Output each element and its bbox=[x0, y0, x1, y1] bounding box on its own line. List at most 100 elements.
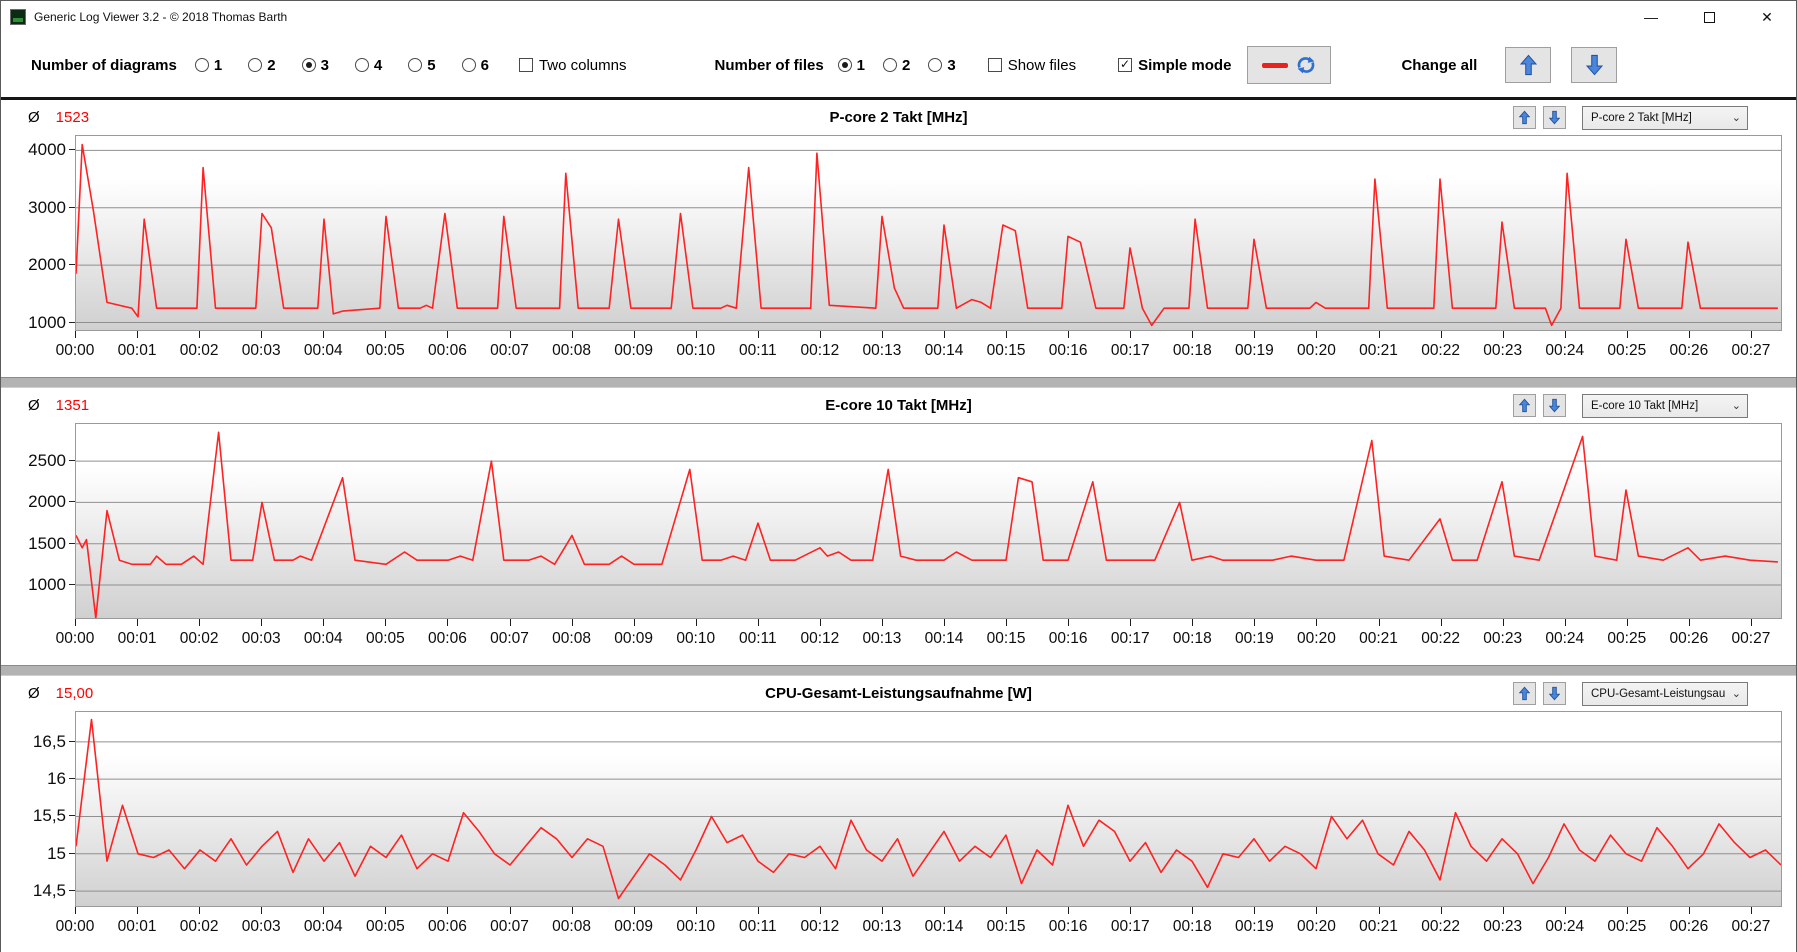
diagrams-option-4[interactable]: 4 bbox=[354, 57, 382, 74]
move-chart-up-button[interactable] bbox=[1513, 106, 1536, 129]
x-tick-label: 00:02 bbox=[179, 342, 219, 359]
maximize-button[interactable] bbox=[1680, 1, 1738, 33]
y-tick-label: 4000 bbox=[28, 140, 66, 160]
x-tick-label: 00:11 bbox=[738, 630, 777, 647]
checkbox-icon[interactable] bbox=[987, 58, 1002, 72]
line-style-refresh-button[interactable] bbox=[1247, 46, 1332, 84]
chart-panel-pcore: Ø 1523 P-core 2 Takt [MHz] P-core 2 Takt… bbox=[1, 100, 1796, 377]
diagrams-option-2[interactable]: 2 bbox=[248, 57, 276, 74]
move-chart-up-button[interactable] bbox=[1513, 682, 1536, 705]
maximize-icon bbox=[1703, 11, 1715, 23]
radio-icon[interactable] bbox=[354, 58, 369, 72]
x-tick-label: 00:18 bbox=[1172, 342, 1212, 359]
plot-area bbox=[75, 711, 1782, 907]
x-tick-mark bbox=[881, 331, 883, 338]
diagrams-option-6[interactable]: 6 bbox=[461, 57, 489, 74]
y-tick-mark bbox=[69, 852, 75, 854]
x-tick-mark bbox=[1688, 619, 1690, 626]
x-tick-mark bbox=[385, 619, 387, 626]
option-label: 1 bbox=[856, 56, 866, 74]
x-tick-label: 00:25 bbox=[1607, 630, 1647, 647]
change-all-down-button[interactable] bbox=[1571, 47, 1618, 83]
x-tick-mark bbox=[757, 619, 759, 626]
radio-icon[interactable] bbox=[248, 58, 263, 72]
chart-canvas bbox=[76, 718, 1781, 900]
y-tick-label: 16 bbox=[47, 769, 66, 789]
move-chart-up-button[interactable] bbox=[1513, 394, 1536, 417]
x-tick-mark bbox=[1440, 331, 1442, 338]
files-option-1[interactable]: 1 bbox=[837, 56, 866, 74]
y-tick-mark bbox=[69, 542, 75, 544]
simple-mode-label: Simple mode bbox=[1138, 56, 1232, 74]
x-tick-label: 00:00 bbox=[55, 918, 95, 935]
radio-icon[interactable] bbox=[301, 58, 316, 72]
x-tick-mark bbox=[1254, 331, 1256, 338]
signal-select-dropdown[interactable]: CPU-Gesamt-Leistungsau ⌄ bbox=[1582, 681, 1748, 706]
signal-select-dropdown[interactable]: P-core 2 Takt [MHz] ⌄ bbox=[1582, 105, 1748, 130]
x-tick-mark bbox=[757, 907, 759, 914]
average-symbol: Ø bbox=[28, 397, 40, 414]
x-tick-label: 00:08 bbox=[552, 630, 591, 647]
x-tick-label: 00:05 bbox=[365, 630, 405, 647]
x-tick-mark bbox=[323, 619, 325, 626]
x-tick-mark bbox=[75, 331, 76, 338]
radio-icon[interactable] bbox=[837, 58, 852, 72]
x-tick-label: 00:23 bbox=[1483, 342, 1523, 359]
x-tick-label: 00:07 bbox=[490, 630, 529, 647]
checkbox-icon[interactable] bbox=[518, 58, 533, 72]
x-tick-label: 00:15 bbox=[986, 918, 1026, 935]
chevron-down-icon: ⌄ bbox=[1731, 400, 1741, 412]
chart-panel-ecore: Ø 1351 E-core 10 Takt [MHz] E-core 10 Ta… bbox=[1, 388, 1796, 665]
y-axis: 1000 1500 2000 2500 bbox=[1, 423, 75, 619]
checkbox-icon[interactable] bbox=[1118, 58, 1133, 72]
x-tick-mark bbox=[199, 907, 201, 914]
radio-icon[interactable] bbox=[408, 58, 423, 72]
diagrams-option-1[interactable]: 1 bbox=[194, 57, 222, 74]
radio-icon[interactable] bbox=[928, 58, 943, 72]
show-files-checkbox[interactable]: Show files bbox=[987, 57, 1076, 74]
chart-title: E-core 10 Takt [MHz] bbox=[825, 397, 972, 414]
x-tick-mark bbox=[571, 619, 573, 626]
x-tick-mark bbox=[1006, 331, 1008, 338]
simple-mode-checkbox[interactable]: Simple mode bbox=[1118, 57, 1231, 74]
x-tick-mark bbox=[447, 331, 449, 338]
plot-area bbox=[75, 423, 1782, 619]
x-tick-mark bbox=[137, 907, 139, 914]
x-tick-label: 00:22 bbox=[1421, 918, 1460, 935]
x-tick-mark bbox=[1750, 907, 1752, 914]
x-tick-label: 00:19 bbox=[1234, 918, 1274, 935]
x-tick-label: 00:24 bbox=[1545, 918, 1585, 935]
y-tick-mark bbox=[69, 321, 75, 323]
x-tick-mark bbox=[385, 331, 387, 338]
x-tick-mark bbox=[695, 619, 697, 626]
average-value: 1351 bbox=[55, 397, 90, 414]
minimize-button[interactable]: — bbox=[1622, 1, 1680, 33]
signal-select-dropdown[interactable]: E-core 10 Takt [MHz] ⌄ bbox=[1582, 393, 1748, 418]
files-option-2[interactable]: 2 bbox=[883, 57, 910, 74]
close-button[interactable]: ✕ bbox=[1738, 1, 1796, 33]
diagrams-option-5[interactable]: 5 bbox=[408, 57, 436, 74]
x-tick-label: 00:10 bbox=[676, 630, 716, 647]
diagrams-option-3[interactable]: 3 bbox=[301, 57, 329, 74]
x-tick-mark bbox=[1254, 619, 1256, 626]
two-columns-checkbox[interactable]: Two columns bbox=[518, 57, 626, 74]
x-tick-label: 00:17 bbox=[1110, 630, 1150, 647]
x-tick-label: 00:18 bbox=[1172, 918, 1212, 935]
radio-icon[interactable] bbox=[194, 58, 209, 72]
radio-icon[interactable] bbox=[461, 58, 476, 72]
x-tick-mark bbox=[1688, 907, 1690, 914]
move-chart-down-button[interactable] bbox=[1543, 394, 1566, 417]
x-tick-mark bbox=[881, 619, 883, 626]
x-tick-label: 00:06 bbox=[428, 630, 467, 647]
series-line bbox=[76, 431, 1778, 618]
move-chart-down-button[interactable] bbox=[1543, 106, 1566, 129]
x-tick-label: 00:24 bbox=[1545, 630, 1585, 647]
arrow-up-icon bbox=[1519, 686, 1530, 701]
chart-title: CPU-Gesamt-Leistungsaufnahme [W] bbox=[765, 685, 1032, 702]
radio-icon[interactable] bbox=[883, 58, 898, 72]
refresh-icon bbox=[1298, 56, 1315, 74]
move-chart-down-button[interactable] bbox=[1543, 682, 1566, 705]
files-option-3[interactable]: 3 bbox=[928, 57, 956, 74]
arrow-down-icon bbox=[1549, 398, 1560, 413]
change-all-up-button[interactable] bbox=[1505, 47, 1552, 83]
